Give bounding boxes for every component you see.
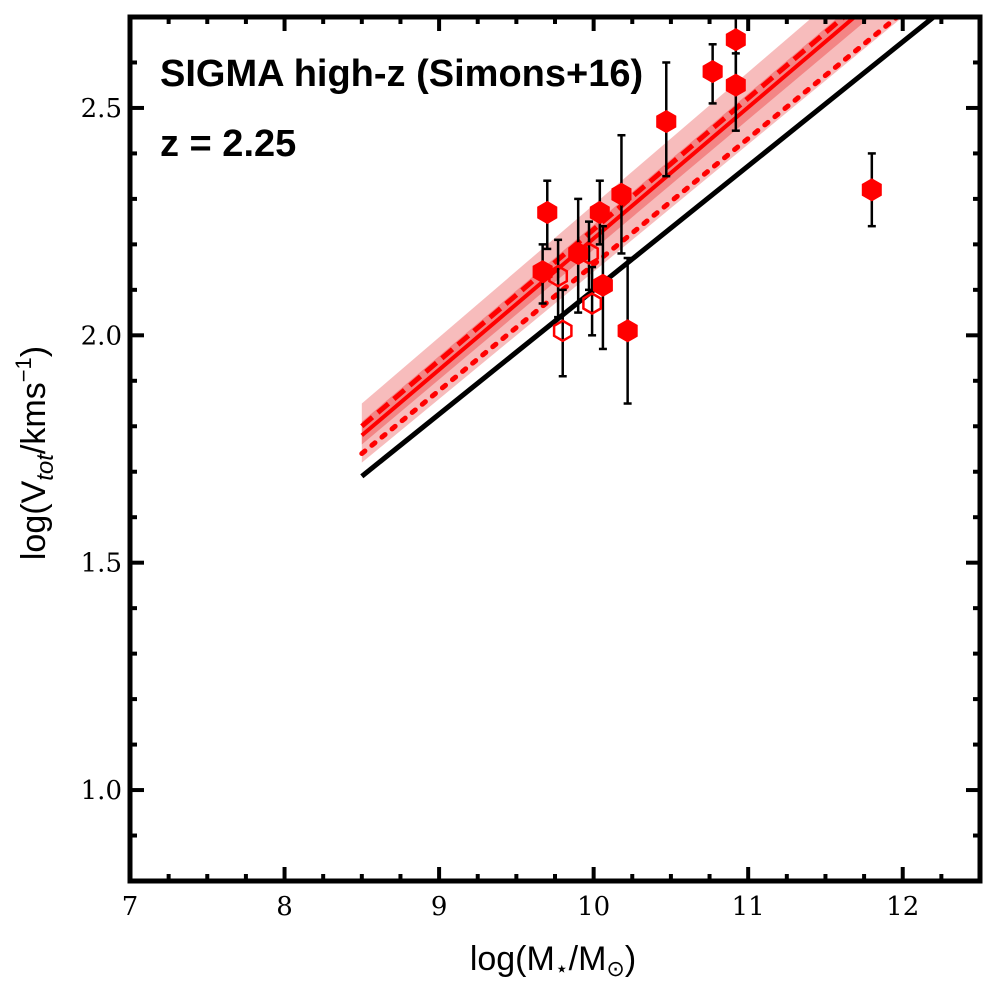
data-point-open: [552, 319, 573, 343]
x-tick-label: 12: [886, 892, 919, 922]
x-tick-label: 7: [122, 892, 139, 922]
y-tick-label: 2.0: [81, 321, 122, 351]
data-point-filled: [656, 110, 677, 134]
annotation-redshift: z = 2.25: [160, 123, 296, 165]
data-point-filled: [532, 260, 553, 284]
y-tick-label: 1.0: [81, 776, 122, 806]
data-point-filled: [617, 319, 638, 343]
data-point-filled: [589, 200, 610, 225]
x-axis-label: log(M⋆/M⊙): [470, 940, 636, 981]
plot-frame: [127, 14, 983, 884]
relation-line-solid-1: [360, 17, 858, 437]
relation-line-dotted-3: [359, 17, 902, 457]
confidence-band-inner: [361, 17, 871, 445]
data-point-filled: [702, 60, 723, 84]
data-point-open: [582, 292, 603, 315]
x-tick-label: 11: [732, 892, 765, 922]
x-tick-label: 9: [431, 892, 448, 922]
data-points: [532, 28, 882, 343]
data-point-open: [548, 264, 569, 288]
x-tick-label: 8: [276, 892, 293, 922]
data-point-filled: [725, 28, 746, 52]
confidence-band-outer: [361, 17, 903, 463]
data-point-filled: [611, 182, 632, 206]
x-tick-label: 10: [577, 892, 610, 922]
relation-line-solid-0: [360, 17, 936, 479]
confidence-bands: [361, 17, 903, 463]
data-point-filled: [592, 273, 613, 297]
data-point-filled: [861, 178, 882, 202]
data-point-filled: [537, 200, 558, 225]
data-point-open: [579, 242, 599, 265]
y-tick-label: 2.5: [81, 94, 122, 124]
fit-lines: [359, 17, 936, 479]
y-axis-label: log(Vtot/kms−1): [11, 346, 59, 560]
annotation-survey: SIGMA high-z (Simons+16): [160, 53, 643, 95]
data-point-filled: [725, 73, 746, 97]
relation-line-dashed-2: [360, 17, 848, 429]
y-tick-label: 1.5: [81, 549, 122, 579]
